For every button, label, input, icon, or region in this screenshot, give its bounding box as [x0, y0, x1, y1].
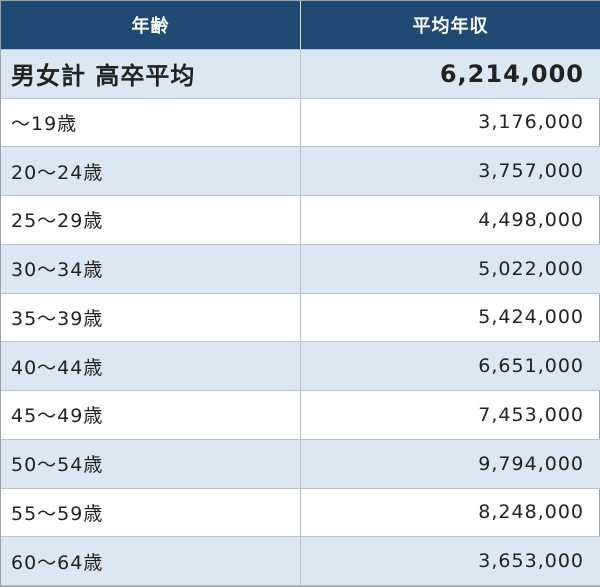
income-cell: 5,424,000 [301, 294, 600, 343]
header-cell: 平均年収 [301, 1, 600, 50]
age-cell: 55～59歳 [1, 488, 301, 538]
income-cell: 4,498,000 [301, 196, 600, 245]
income-cell: 3,653,000 [301, 537, 600, 586]
income-cell: 3,757,000 [301, 147, 600, 196]
income-cell: 7,453,000 [301, 391, 600, 440]
income-cell: 6,214,000 [301, 49, 600, 99]
age-cell: 35～39歳 [1, 293, 301, 343]
age-cell: 30～34歳 [1, 244, 301, 294]
age-cell: 25～29歳 [1, 196, 301, 245]
age-cell: 45～49歳 [1, 391, 301, 440]
income-cell: 9,794,000 [301, 439, 600, 489]
age-cell: 60～64歳 [1, 537, 301, 586]
age-cell: 男女計 高卒平均 [1, 49, 301, 99]
income-cell: 3,176,000 [301, 99, 600, 148]
age-cell: 20～24歳 [1, 147, 301, 196]
age-cell: 50～54歳 [1, 439, 301, 489]
income-cell: 5,022,000 [301, 244, 600, 294]
age-cell: ～19歳 [1, 98, 301, 148]
age-cell: 40～44歳 [1, 342, 301, 391]
income-cell: 8,248,000 [301, 489, 600, 538]
header-cell: 年齢 [1, 1, 301, 50]
income-cell: 6,651,000 [301, 342, 600, 391]
